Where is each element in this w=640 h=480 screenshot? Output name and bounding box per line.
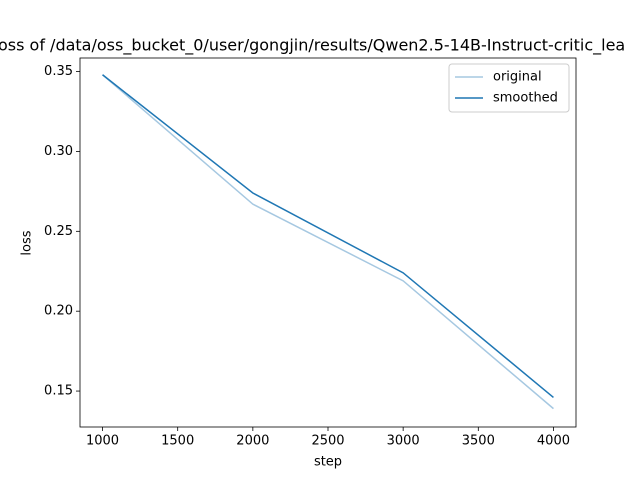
x-tick-label: 2500 [311, 434, 344, 449]
x-tick-label: 1500 [161, 434, 194, 449]
legend-box [448, 63, 570, 113]
y-tick-label: 0.15 [44, 384, 73, 399]
y-tick-label: 0.25 [44, 224, 73, 239]
legend-label: smoothed [493, 91, 558, 106]
line-series [102, 74, 554, 410]
y-tick-label: 0.35 [44, 64, 73, 79]
y-axis-label: loss [20, 230, 35, 255]
y-tick-label: 0.20 [44, 304, 73, 319]
y-tick-label: 0.30 [44, 144, 73, 159]
x-tick-label: 4000 [537, 434, 570, 449]
x-tick-label: 1000 [86, 434, 119, 449]
chart-title: oss of /data/oss_bucket_0/user/gongjin/r… [0, 36, 625, 56]
legend-label: original [493, 70, 542, 85]
line-series [102, 74, 554, 399]
x-tick-label: 2000 [236, 434, 269, 449]
x-axis-label: step [314, 455, 342, 470]
x-tick-label: 3000 [387, 434, 420, 449]
x-tick-label: 3500 [462, 434, 495, 449]
